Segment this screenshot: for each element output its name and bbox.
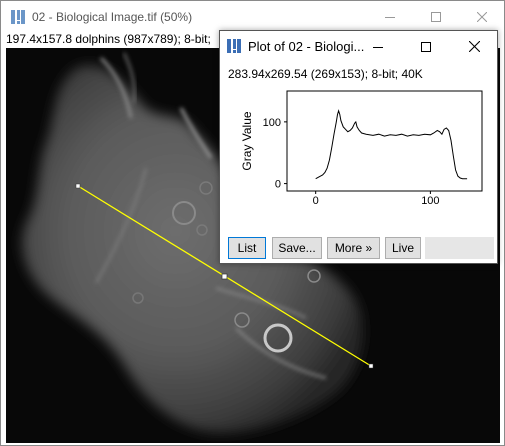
- minimize-icon: [385, 16, 395, 18]
- line-center-handle[interactable]: [221, 273, 228, 280]
- image-window-title: 02 - Biological Image.tif (50%): [32, 10, 193, 24]
- image-info-line: 197.4x157.8 dolphins (987x789); 8-bit;: [6, 32, 211, 46]
- more-button[interactable]: More »: [327, 237, 380, 259]
- maximize-icon: [431, 11, 441, 22]
- status-field: [425, 237, 494, 259]
- save-button[interactable]: Save...: [272, 237, 322, 259]
- maximize-icon: [421, 41, 431, 52]
- plot-window-title: Plot of 02 - Biologi...: [248, 39, 365, 54]
- profile-series-line: [315, 109, 468, 180]
- close-icon: [477, 11, 487, 22]
- plot-window-titlebar[interactable]: Plot of 02 - Biologi...: [220, 31, 497, 62]
- image-window-titlebar[interactable]: 02 - Biological Image.tif (50%): [1, 1, 504, 32]
- live-button[interactable]: Live: [385, 237, 421, 259]
- line-start-handle[interactable]: [75, 183, 81, 189]
- minimize-button[interactable]: [367, 1, 413, 32]
- cell-body: [22, 52, 363, 434]
- plot-window[interactable]: Plot of 02 - Biologi... 283.94x269.54 (2…: [219, 30, 498, 264]
- imagej-icon: [226, 38, 242, 54]
- close-icon: [468, 41, 480, 52]
- list-button[interactable]: List: [228, 237, 266, 259]
- minimize-icon: [373, 46, 383, 48]
- profile-plot[interactable]: 01000100Distance (dolphins)Gray Value: [220, 49, 497, 204]
- y-axis-label: Gray Value: [240, 111, 254, 170]
- line-end-handle[interactable]: [368, 363, 374, 369]
- plot-minimize-button[interactable]: [355, 31, 401, 62]
- imagej-icon: [10, 9, 26, 25]
- plot-frame: [286, 90, 483, 192]
- y-tick-label: 0: [275, 179, 281, 191]
- plot-close-button[interactable]: [451, 31, 497, 62]
- x-tick-label: 100: [421, 195, 439, 204]
- close-button[interactable]: [459, 1, 505, 32]
- maximize-button[interactable]: [413, 1, 459, 32]
- x-tick-label: 0: [313, 195, 319, 204]
- y-tick-label: 100: [263, 117, 281, 129]
- plot-info-line: 283.94x269.54 (269x153); 8-bit; 40K: [228, 67, 423, 81]
- line-selection[interactable]: [75, 183, 374, 369]
- plot-maximize-button[interactable]: [403, 31, 449, 62]
